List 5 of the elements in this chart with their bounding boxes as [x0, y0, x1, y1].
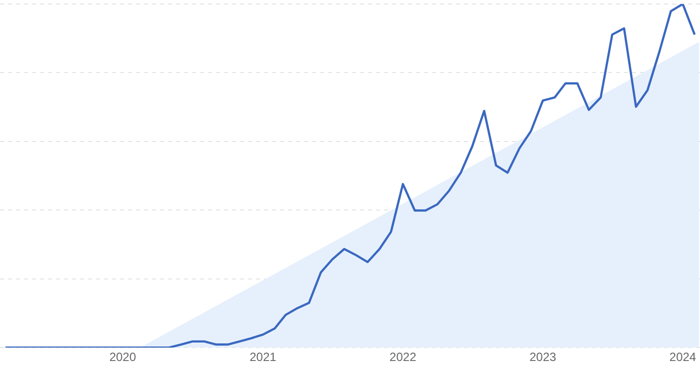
x-tick-label: 2022 — [390, 350, 417, 364]
x-tick-label: 2020 — [109, 350, 136, 364]
x-tick-label: 2023 — [529, 350, 556, 364]
x-tick-label: 2024 — [669, 350, 696, 364]
x-tick-label: 2021 — [250, 350, 277, 364]
